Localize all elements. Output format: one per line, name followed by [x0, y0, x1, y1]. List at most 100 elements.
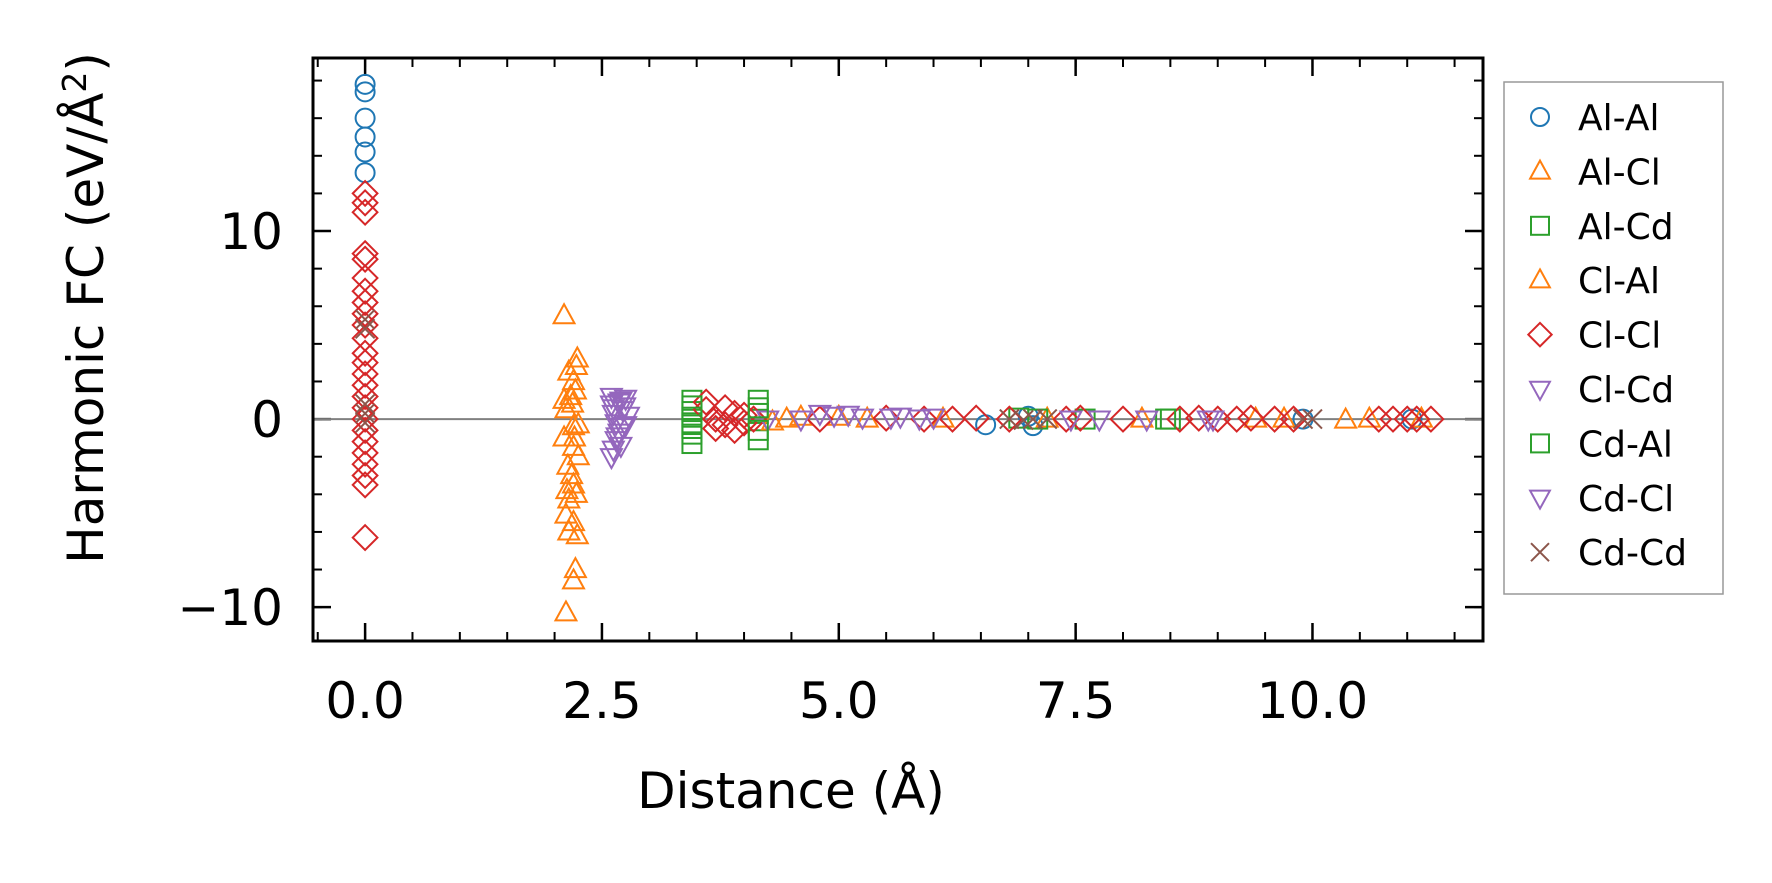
- data-point: [962, 404, 990, 432]
- legend-label: Cd-Al: [1578, 424, 1673, 465]
- data-point: [921, 408, 946, 431]
- data-point: [351, 523, 379, 552]
- data-point: [555, 452, 580, 475]
- legend-item: Al-Cd: [1530, 207, 1674, 248]
- data-point: [1279, 405, 1308, 433]
- legend-marker: [1530, 107, 1550, 127]
- data-point: [351, 277, 379, 305]
- legend-label: Cl-Cd: [1578, 370, 1674, 411]
- data-point: [788, 403, 814, 426]
- y-axis-label-close: ): [57, 52, 115, 72]
- legend-item: Cl-Cl: [1526, 316, 1661, 357]
- data-point: [565, 345, 590, 368]
- data-point: [1260, 405, 1289, 433]
- data-point: [836, 405, 861, 428]
- data-point: [562, 424, 587, 447]
- series-cl-cl: [351, 179, 1445, 552]
- data-point: [681, 406, 703, 428]
- legend-label: Cl-Cl: [1578, 316, 1661, 357]
- y-tick-label: −10: [177, 579, 283, 637]
- data-point: [354, 126, 376, 148]
- data-point: [616, 406, 641, 429]
- data-point: [855, 405, 880, 428]
- data-point: [1222, 405, 1251, 433]
- data-point: [747, 419, 769, 441]
- x-tick-label: 10.0: [1257, 672, 1368, 730]
- legend-marker: [1528, 267, 1552, 289]
- data-point: [1402, 405, 1431, 433]
- y-tick-label: 10: [219, 203, 283, 261]
- data-point: [850, 408, 875, 431]
- legend-marker: [1528, 489, 1552, 511]
- legend-item: Cd-Al: [1530, 424, 1673, 465]
- series-cd-al: [681, 395, 1177, 441]
- legend-marker: [1530, 433, 1550, 454]
- data-point: [606, 393, 632, 416]
- data-point: [354, 81, 376, 103]
- data-point: [730, 401, 758, 430]
- data-point: [1357, 405, 1382, 428]
- data-point: [878, 408, 904, 431]
- data-point: [1365, 405, 1393, 433]
- data-point: [351, 382, 379, 411]
- data-point: [1333, 406, 1358, 429]
- legend-item: Al-Al: [1530, 98, 1659, 139]
- data-point: [1037, 408, 1058, 430]
- data-point: [774, 405, 799, 428]
- data-point: [730, 409, 758, 437]
- data-point: [1185, 404, 1213, 432]
- legend: Al-Al Al-Cl Al-Cd Cl-Al Cl-Cl Cl-Cd Cd-Al Cd-Cl…: [1503, 81, 1724, 595]
- plot-points: [351, 73, 1445, 622]
- series-al-al: [354, 73, 1423, 437]
- data-point: [1155, 408, 1177, 430]
- data-point: [747, 397, 769, 419]
- data-point: [1200, 410, 1226, 433]
- data-point: [565, 522, 590, 545]
- data-point: [553, 599, 579, 622]
- data-point: [561, 567, 586, 590]
- x-tick-label: 7.5: [1036, 672, 1116, 730]
- series-cd-cl: [601, 393, 1226, 450]
- data-point: [351, 348, 379, 377]
- data-point: [1401, 408, 1423, 430]
- data-point: [1271, 405, 1297, 428]
- data-point: [351, 179, 379, 208]
- data-point: [1417, 405, 1445, 433]
- data-point: [1292, 408, 1314, 430]
- y-tick-label: 0: [251, 391, 283, 449]
- data-point: [1087, 410, 1112, 433]
- legend-item: Al-Cl: [1528, 152, 1661, 193]
- y-axis-label-main: Harmonic FC (eV/Å: [57, 93, 115, 564]
- data-point: [553, 501, 579, 524]
- x-tick-label: 2.5: [562, 672, 642, 730]
- data-point: [354, 107, 376, 129]
- data-point: [599, 448, 624, 471]
- y-axis-label-exponent: 2: [55, 72, 94, 93]
- data-point: [681, 395, 703, 417]
- data-point: [351, 427, 379, 456]
- data-point: [807, 404, 832, 427]
- data-point: [558, 383, 583, 406]
- data-point: [351, 189, 379, 217]
- data-point: [1109, 405, 1137, 433]
- major-ticks: [313, 58, 1483, 641]
- x-tick-label: 5.0: [799, 672, 879, 730]
- data-point: [739, 405, 768, 433]
- data-point: [351, 198, 379, 226]
- series-cd-cd: [354, 309, 1323, 434]
- data-point: [1393, 405, 1421, 433]
- data-point: [354, 318, 376, 340]
- data-point: [554, 477, 580, 500]
- data-point: [1166, 405, 1194, 433]
- legend-item: Cl-Al: [1528, 261, 1660, 302]
- data-point: [354, 73, 376, 95]
- data-point: [826, 403, 851, 426]
- legend-marker: [1528, 158, 1552, 180]
- legend-item: Cl-Cd: [1528, 370, 1674, 411]
- data-point: [910, 405, 938, 433]
- data-point: [1022, 415, 1044, 437]
- data-point: [354, 412, 376, 434]
- data-point: [701, 414, 730, 443]
- data-point: [1052, 405, 1080, 433]
- data-point: [551, 424, 577, 447]
